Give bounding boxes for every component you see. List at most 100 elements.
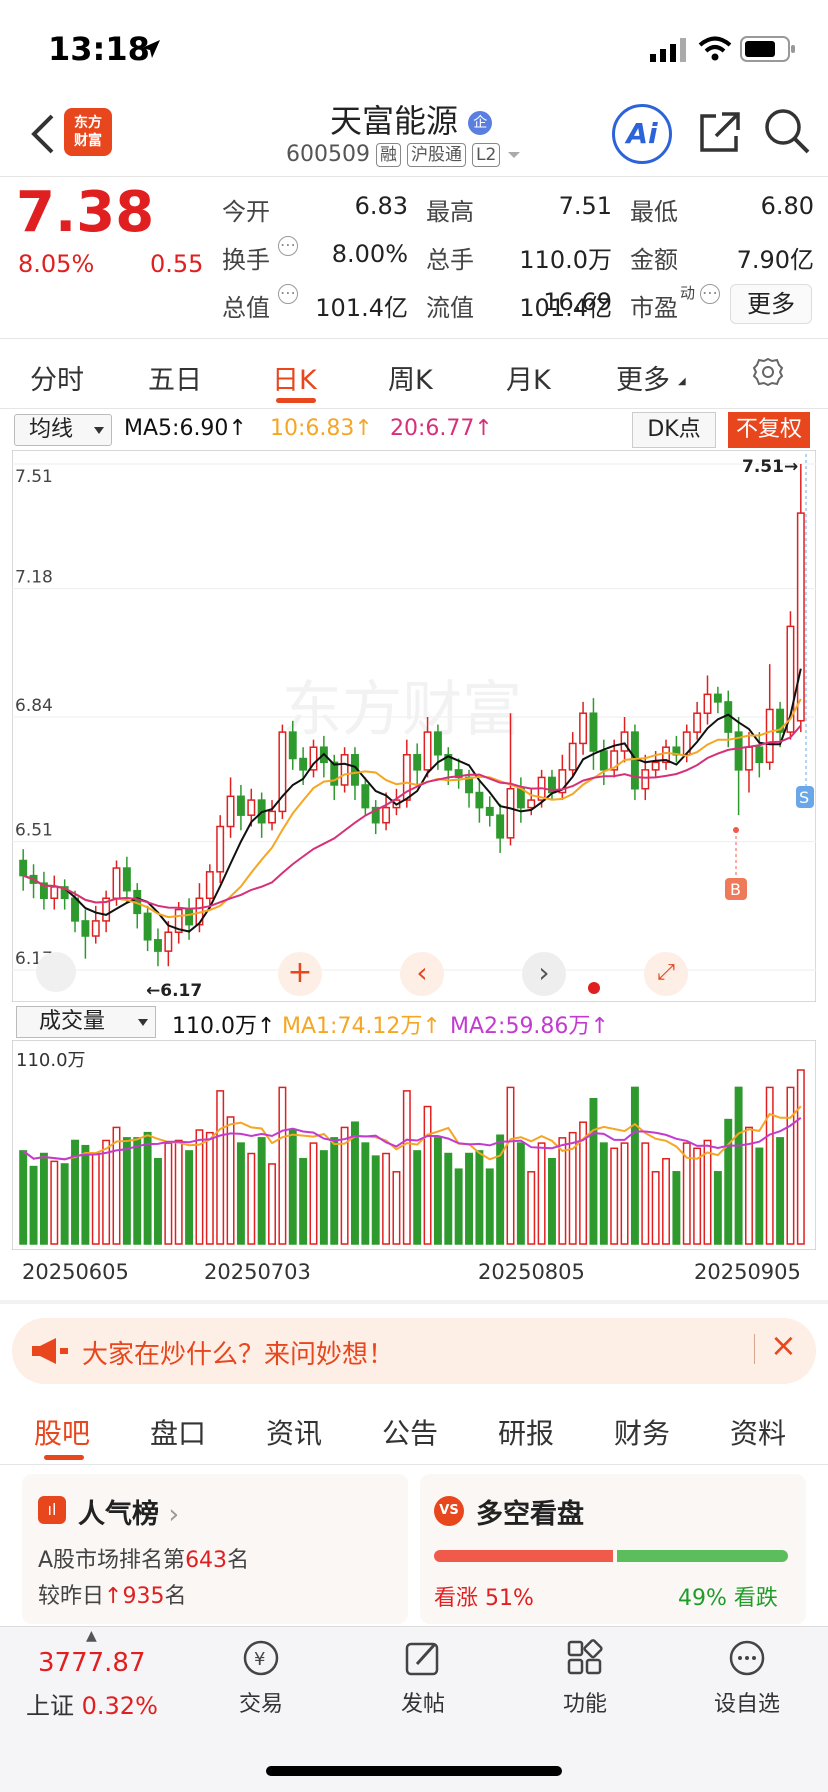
- nav-watchlist[interactable]: 设自选: [692, 1636, 802, 1718]
- volume-bar: [703, 1139, 712, 1245]
- close-icon[interactable]: ×: [770, 1326, 797, 1364]
- quote-label-7: 流值: [426, 294, 474, 322]
- period-tab-2[interactable]: 日K: [272, 365, 317, 396]
- content-tab-4[interactable]: 研报: [498, 1417, 555, 1450]
- volume-bar: [185, 1150, 194, 1245]
- volume-bar: [765, 1086, 774, 1245]
- period-tab-0[interactable]: 分时: [30, 365, 84, 396]
- nav-watchlist-label: 设自选: [713, 1692, 780, 1717]
- info-dots-icon[interactable]: ⋯: [278, 283, 298, 304]
- volume-bar: [19, 1150, 28, 1245]
- volume-bar: [195, 1129, 204, 1245]
- candle-body: [620, 731, 629, 752]
- volume-bar: [91, 1152, 100, 1245]
- candle-body: [745, 746, 753, 771]
- volume-bar: [361, 1142, 370, 1245]
- tag-margin: 融: [375, 142, 401, 167]
- search-icon[interactable]: [762, 106, 812, 156]
- edit-post-icon: [405, 1642, 439, 1676]
- volume-chart[interactable]: 110.0万: [12, 1040, 816, 1250]
- content-tab-5[interactable]: 财务: [614, 1417, 671, 1450]
- candle-body: [143, 912, 152, 941]
- volume-select[interactable]: 成交量: [16, 1006, 156, 1038]
- content-tab-1[interactable]: 盘口: [150, 1417, 207, 1450]
- period-tab-5[interactable]: 更多: [616, 365, 670, 396]
- chart-prev-icon[interactable]: [36, 952, 76, 992]
- info-dots-icon[interactable]: ⋯: [278, 235, 298, 256]
- candle-body: [558, 769, 567, 794]
- svg-text:¥: ¥: [254, 1649, 265, 1670]
- buy-signal-text: B: [730, 880, 741, 899]
- content-tab-2[interactable]: 资讯: [266, 1417, 323, 1450]
- chevron-left-icon[interactable]: ‹: [400, 952, 444, 996]
- change-value: 0.55: [150, 250, 204, 278]
- buy-signal-badge[interactable]: [725, 878, 747, 900]
- content-tab-0[interactable]: 股吧: [34, 1417, 91, 1450]
- back-icon[interactable]: [24, 108, 64, 160]
- index-value[interactable]: 3777.87: [38, 1648, 146, 1678]
- candle-body: [465, 776, 473, 794]
- period-tab-1[interactable]: 五日: [148, 365, 202, 396]
- volume-bar: [433, 1137, 442, 1245]
- index-info[interactable]: 上证 0.32%: [26, 1692, 158, 1720]
- volume-bar: [423, 1105, 432, 1245]
- content-tab-6[interactable]: 资料: [730, 1417, 787, 1450]
- candle-body: [205, 871, 214, 900]
- sell-signal-text: S: [799, 788, 809, 807]
- candle-body: [423, 731, 432, 771]
- settings-gear-icon[interactable]: [752, 356, 784, 388]
- volume-bar: [60, 1163, 69, 1245]
- info-dots-icon[interactable]: ⋯: [700, 283, 720, 304]
- nav-function[interactable]: 功能: [530, 1636, 640, 1718]
- page-indicator-dot: [588, 982, 600, 994]
- bull-label: 看涨 51%: [434, 1586, 534, 1611]
- candle-body: [216, 825, 225, 873]
- candle-body: [693, 712, 702, 733]
- candle-body: [226, 795, 235, 828]
- volume-bar: [133, 1137, 142, 1245]
- expand-icon[interactable]: ⤢: [644, 952, 688, 996]
- adjust-mode-button[interactable]: 不复权: [728, 412, 810, 448]
- period-tab-3[interactable]: 周K: [388, 365, 433, 396]
- buy-signal-dot: [733, 827, 739, 833]
- zoom-in-icon[interactable]: +: [278, 952, 322, 996]
- sentiment-card[interactable]: VS 多空看盘 看涨 51% 49% 看跌: [420, 1474, 806, 1624]
- volume-bar: [330, 1137, 339, 1245]
- nav-trade[interactable]: ¥ 交易: [206, 1636, 316, 1718]
- volume-bar: [796, 1069, 805, 1245]
- ma-select[interactable]: 均线: [14, 414, 112, 446]
- app-logo: 东方 财富: [64, 108, 112, 156]
- content-tab-3[interactable]: 公告: [382, 1417, 439, 1450]
- volume-bar: [786, 1086, 795, 1245]
- ai-assistant-button[interactable]: Ai: [612, 104, 672, 164]
- candle-body: [81, 920, 90, 937]
- nav-post[interactable]: 发帖: [368, 1636, 478, 1718]
- chevron-right-icon[interactable]: ›: [522, 952, 566, 996]
- quote-value-5: 7.90亿: [736, 246, 814, 274]
- bottom-nav: [0, 1626, 828, 1792]
- volume-bar: [216, 1090, 225, 1245]
- candle-body: [340, 754, 349, 786]
- tag-level2: L2: [471, 142, 501, 167]
- ask-banner[interactable]: 大家在炒什么？来问妙想！ ×: [12, 1318, 816, 1384]
- volume-bar: [537, 1142, 546, 1245]
- high-marker: 7.51→: [742, 457, 798, 477]
- caret-down-icon[interactable]: [506, 149, 522, 161]
- popularity-card[interactable]: ıl 人气榜 › A股市场排名第643名 较昨日↑935名: [22, 1474, 408, 1624]
- ma20-line: [22, 724, 802, 910]
- period-tab-4[interactable]: 月K: [506, 365, 551, 396]
- volume-bar: [205, 1131, 214, 1245]
- dk-point-button[interactable]: DK点: [632, 412, 716, 448]
- nav-post-label: 发帖: [400, 1692, 445, 1717]
- volume-bar: [444, 1152, 453, 1245]
- more-quote-button[interactable]: 更多: [730, 284, 812, 324]
- candle-body: [174, 908, 183, 933]
- candle-body: [299, 757, 308, 771]
- volume-bar: [299, 1157, 308, 1245]
- volume-bar: [693, 1147, 702, 1245]
- volume-bar: [454, 1168, 463, 1245]
- sell-signal-badge[interactable]: [796, 786, 814, 808]
- candle-body: [122, 867, 131, 892]
- share-icon[interactable]: [696, 108, 744, 156]
